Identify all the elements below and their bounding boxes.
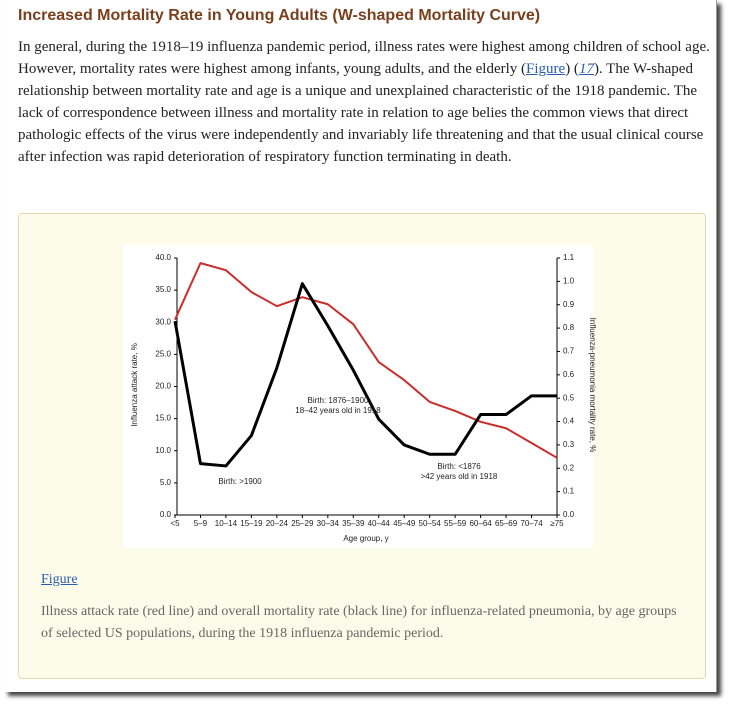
- x-tick-label: 60–64: [469, 519, 492, 528]
- x-tick-label: ≥75: [550, 519, 564, 528]
- x-tick-label: 5–9: [194, 519, 208, 528]
- y2-tick-label: 0.2: [563, 463, 575, 472]
- x-tick-label: 15–19: [240, 519, 263, 528]
- x-tick-label: 40–44: [368, 519, 391, 528]
- y2-tick-label: 0.8: [563, 323, 575, 332]
- x-tick-label: 70–74: [520, 519, 543, 528]
- x-axis-label: Age group, y: [343, 534, 388, 543]
- y2-axis-label: Influenza-pneumonia mortality rate, %: [588, 318, 597, 453]
- x-tick-label: 20–24: [266, 519, 289, 528]
- text: In general, during the 1918–19 influenza…: [18, 39, 710, 77]
- x-tick-label: 65–69: [495, 519, 518, 528]
- y-tick-label: 25.0: [155, 349, 171, 358]
- y-tick-label: 20.0: [155, 382, 171, 391]
- caption: Illness attack rate (red line) and overa…: [41, 604, 677, 641]
- y2-tick-label: 0.0: [563, 510, 575, 519]
- x-tick-label: 45–49: [393, 519, 416, 528]
- y2-tick-label: 0.9: [563, 300, 575, 309]
- text: ). The W-shaped relationship between mor…: [18, 61, 704, 165]
- series-line: [174, 262, 558, 459]
- chart-background: [123, 245, 593, 548]
- y-tick-label: 15.0: [155, 414, 171, 423]
- text: ) (: [565, 61, 579, 77]
- x-tick-label: 35–39: [342, 519, 365, 528]
- annotation: Birth: <1876: [437, 462, 481, 471]
- y-tick-label: 5.0: [160, 478, 172, 487]
- y-tick-label: 35.0: [155, 285, 171, 294]
- y2-tick-label: 0.6: [563, 370, 575, 379]
- x-tick-label: 25–29: [291, 519, 314, 528]
- series-line: [173, 282, 557, 468]
- annotation: Birth: >1900: [218, 477, 262, 486]
- x-tick-label: <5: [170, 519, 180, 528]
- x-tick-label: 50–54: [419, 519, 442, 528]
- section-title: Increased Mortality Rate in Young Adults…: [18, 7, 541, 24]
- x-tick-label: 10–14: [215, 519, 238, 528]
- reference-link[interactable]: 17: [578, 61, 594, 77]
- y-tick-label: 10.0: [155, 446, 171, 455]
- y2-tick-label: 0.1: [563, 487, 575, 496]
- y2-tick-label: 1.1: [563, 253, 575, 262]
- y2-tick-label: 1.0: [563, 276, 575, 285]
- y-tick-label: 40.0: [155, 253, 171, 262]
- paragraph: In general, during the 1918–19 influenza…: [18, 36, 714, 168]
- y2-tick-label: 0.4: [563, 417, 575, 426]
- y2-tick-label: 0.3: [563, 440, 575, 449]
- x-tick-label: 55–59: [444, 519, 467, 528]
- annotation: >42 years old in 1918: [421, 472, 498, 481]
- y-tick-label: 0.0: [160, 510, 172, 519]
- y-tick-label: 30.0: [155, 317, 171, 326]
- x-tick-label: 30–34: [317, 519, 340, 528]
- figure-link[interactable]: Figure: [526, 61, 566, 77]
- figure-link[interactable]: Figure: [41, 572, 78, 587]
- chart: 0.0 5.0 10.0 15.0 20.0 25.0 30.0 35.0 40.0 0.0 0.1…: [130, 253, 597, 543]
- y2-tick-label: 0.7: [563, 347, 575, 356]
- annotation: 18–42 years old in 1918: [295, 406, 381, 415]
- annotation: Birth: 1876–1900: [308, 396, 369, 405]
- y-axis-label: Influenza attack rate, %: [130, 343, 139, 427]
- y2-tick-label: 0.5: [563, 393, 575, 402]
